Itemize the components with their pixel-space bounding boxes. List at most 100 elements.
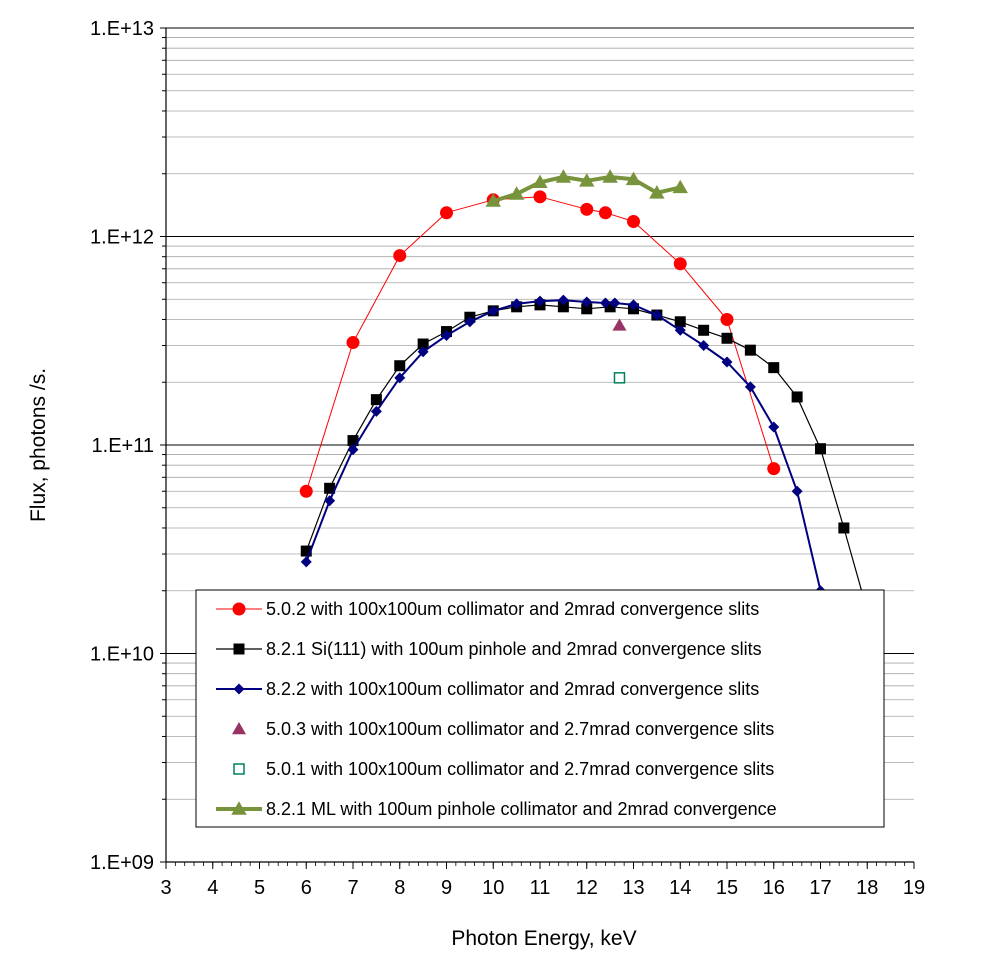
- series-line: [305, 196, 775, 492]
- x-tick-label: 18: [856, 877, 878, 899]
- data-point-triangle: [231, 801, 247, 815]
- legend-entry: 5.0.3 with 100x100um collimator and 2.7m…: [232, 719, 774, 739]
- legend: 5.0.2 with 100x100um collimator and 2mra…: [195, 589, 885, 828]
- data-point-diamond: [628, 299, 639, 311]
- data-point-diamond: [609, 297, 621, 309]
- x-axis-title: Photon Energy, keV: [451, 927, 636, 950]
- data-point-triangle: [579, 173, 595, 187]
- legend-label: 8.2.1 Si(111) with 100um pinhole and 2mr…: [266, 639, 762, 659]
- data-point-triangle: [555, 169, 572, 183]
- data-point-square: [698, 324, 710, 336]
- data-point-diamond: [417, 346, 429, 358]
- data-point-diamond: [534, 295, 546, 307]
- data-point-square: [791, 391, 803, 403]
- data-point-square: [347, 435, 359, 447]
- data-point-diamond: [347, 444, 359, 456]
- data-point-circle: [232, 602, 246, 616]
- series-layer: [299, 169, 873, 632]
- x-tick-label: 10: [482, 877, 504, 899]
- data-point-diamond: [464, 316, 476, 328]
- data-point-diamond: [791, 485, 803, 497]
- data-point-square: [394, 360, 406, 372]
- x-tick-label: 3: [160, 877, 171, 899]
- data-point-circle: [767, 462, 781, 476]
- data-point-square: [838, 522, 850, 534]
- legend-label: 8.2.1 ML with 100um pinhole collimator a…: [266, 799, 777, 819]
- data-point-square: [744, 344, 756, 356]
- data-point-diamond: [698, 340, 710, 352]
- data-point-triangle: [672, 179, 688, 194]
- legend-entry: 8.2.1 ML with 100um pinhole collimator a…: [216, 799, 777, 819]
- legend-entry: 5.0.2 with 100x100um collimator and 2mra…: [216, 599, 759, 619]
- y-axis-title: Flux, photons /s.: [27, 368, 50, 522]
- x-tick-label: 16: [763, 877, 785, 899]
- data-point-square: [324, 482, 336, 494]
- data-point-square: [300, 545, 312, 557]
- data-point-diamond: [441, 330, 452, 342]
- legend-label: 5.0.2 with 100x100um collimator and 2mra…: [266, 599, 759, 619]
- data-point-diamond: [768, 421, 780, 433]
- data-point-diamond: [674, 324, 686, 336]
- y-tick-label: 1.E+09: [90, 852, 154, 874]
- series-5: [613, 372, 626, 384]
- x-tick-label: 6: [301, 877, 312, 899]
- axes-layer: 1.E+09 1.E+10 1.E+11 1.E+12 1.E+13 3 4 5 6 7 8 9 10 1…: [90, 18, 925, 899]
- data-point-triangle: [485, 193, 501, 207]
- y-tick-label: 1.E+10: [90, 644, 154, 666]
- data-point-triangle: [532, 174, 548, 189]
- legend-entry: 5.0.1 with 100x100um collimator and 2.7m…: [233, 759, 774, 779]
- legend-box: [195, 589, 885, 828]
- x-tick-label: 12: [576, 877, 598, 899]
- data-point-circle: [299, 484, 313, 498]
- data-point-square: [557, 301, 569, 313]
- legend-entry: 8.2.1 Si(111) with 100um pinhole and 2mr…: [216, 639, 762, 659]
- data-point-square: [417, 338, 429, 350]
- data-point-triangle: [612, 318, 627, 331]
- data-point-circle: [346, 336, 360, 350]
- x-tick-label: 13: [622, 877, 644, 899]
- x-tick-label: 11: [530, 877, 551, 899]
- data-point-circle: [598, 206, 612, 220]
- series-6: [485, 169, 688, 207]
- data-point-circle: [720, 312, 734, 326]
- y-tick-label: 1.E+11: [92, 435, 154, 457]
- data-point-diamond: [370, 405, 382, 417]
- y-tick-label: 1.E+13: [90, 18, 154, 40]
- x-tick-label: 19: [903, 877, 925, 899]
- x-tick-label: 8: [394, 877, 405, 899]
- legend-label: 5.0.1 with 100x100um collimator and 2.7m…: [266, 759, 774, 779]
- data-point-square: [370, 394, 382, 406]
- data-point-diamond: [511, 298, 523, 310]
- legend-label: 8.2.2 with 100x100um collimator and 2mra…: [266, 679, 759, 699]
- data-point-diamond: [651, 309, 663, 321]
- data-point-diamond: [394, 372, 406, 384]
- data-point-open-square: [613, 372, 626, 384]
- data-point-circle: [627, 215, 640, 229]
- data-point-open-square: [233, 763, 245, 775]
- series-4: [612, 318, 627, 331]
- data-point-circle: [580, 202, 594, 216]
- data-point-square: [721, 332, 733, 344]
- x-tick-label: 9: [441, 877, 452, 899]
- x-tick-label: 4: [207, 877, 218, 899]
- data-point-diamond: [744, 381, 756, 393]
- data-point-diamond: [233, 683, 245, 695]
- data-point-triangle: [602, 169, 618, 183]
- data-point-triangle: [625, 171, 642, 186]
- legend-entry: 8.2.2 with 100x100um collimator and 2mra…: [216, 679, 759, 699]
- data-point-square: [815, 443, 826, 455]
- data-point-square: [604, 301, 616, 313]
- x-tick-label: 5: [254, 877, 265, 899]
- data-point-diamond: [581, 296, 593, 308]
- data-point-diamond: [300, 556, 312, 568]
- series-1: [299, 190, 781, 498]
- x-tick-label: 15: [716, 877, 738, 899]
- series-3: [300, 294, 838, 632]
- y-tick-label: 1.E+12: [90, 227, 154, 249]
- data-point-triangle: [508, 186, 525, 200]
- data-point-circle: [673, 257, 687, 271]
- legend-label: 5.0.3 with 100x100um collimator and 2.7m…: [266, 719, 774, 739]
- data-point-diamond: [721, 356, 733, 368]
- x-tick-label: 14: [669, 877, 691, 899]
